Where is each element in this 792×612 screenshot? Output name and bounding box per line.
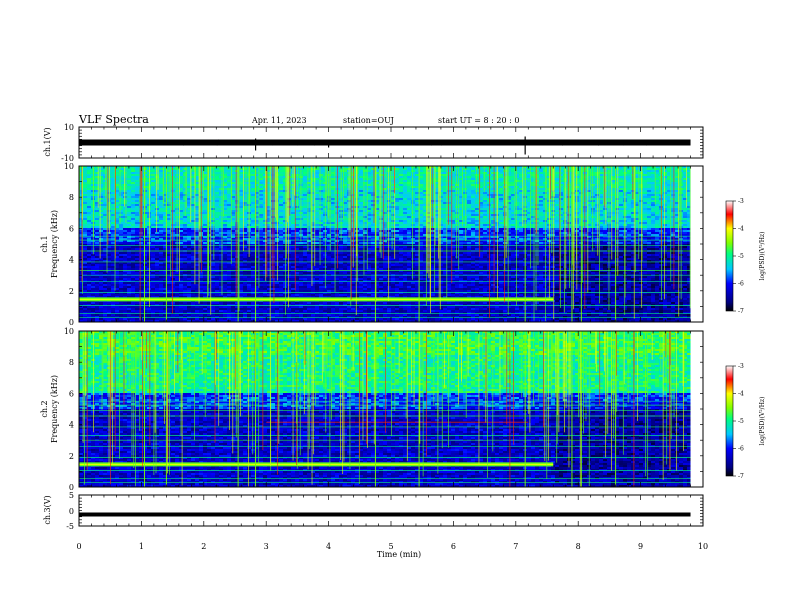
s1yticks-label-10: 10 <box>64 162 74 171</box>
ch2-spectrogram-ylabel-channel: ch.2 <box>40 400 49 417</box>
cb2ticks-label--3: -3 <box>738 363 744 370</box>
figure-title: VLF Spectra <box>78 113 149 126</box>
cb1ticks-label--5: -5 <box>738 253 744 260</box>
s1yticks-label-0: 0 <box>69 318 74 327</box>
ch1-spectrogram-ylabel-frequency: Frequency (kHz) <box>50 210 59 278</box>
ch1-colorbar: -3 -4 -5 -6 -7 log(PSD)(V²/Hz) <box>725 198 766 315</box>
s1yticks-label-8: 8 <box>69 193 74 202</box>
ch3-ytick-middle: 0 <box>69 507 74 516</box>
x-axis-tick-labels: 0 1 2 3 4 5 6 7 8 9 10 <box>76 542 708 551</box>
s2yticks-label-4: 4 <box>69 421 74 430</box>
s1yticks-label-4: 4 <box>69 256 74 265</box>
ch2-colorbar: -3 -4 -5 -6 -7 log(PSD)(V²/Hz) <box>725 363 766 480</box>
ch3-waveform-panel: 5 0 -5 ch.3(V) <box>43 491 704 531</box>
ch1-waveform-panel: 10 -10 ch.1(V) <box>43 123 704 163</box>
ch1-ytick-bottom: -10 <box>61 154 74 163</box>
x-tick-label-3: 3 <box>264 542 269 551</box>
x-axis-minor-ticks <box>78 126 704 527</box>
ch3-waveform-ylabel: ch.3(V) <box>43 495 52 524</box>
x-tick-label-4: 4 <box>326 542 331 551</box>
ch2-colorbar-gradient <box>725 365 734 477</box>
cb1ticks-label--3: -3 <box>738 198 744 205</box>
ch1-waveform-band <box>79 139 691 146</box>
ch3-ytick-bottom: -5 <box>66 522 74 531</box>
ch2-spectrogram-image <box>79 331 703 487</box>
ch2-spectrogram-ylabel-frequency: Frequency (kHz) <box>50 375 59 443</box>
x-tick-label-10: 10 <box>698 542 708 551</box>
x-axis-label: Time (min) <box>377 550 421 559</box>
ch1-waveform-ylabel: ch.1(V) <box>43 127 52 156</box>
header-station: station=OUJ <box>343 116 394 125</box>
cb2ticks-label--7: -7 <box>738 473 744 480</box>
s2yticks-label-8: 8 <box>69 358 74 367</box>
header-date: Apr. 11, 2023 <box>251 116 307 125</box>
x-tick-label-1: 1 <box>139 542 144 551</box>
ch1-spectrogram-panel: 0 2 4 6 8 10 ch.1 Frequency (kHz) <box>40 162 704 327</box>
ch1-waveform-trace <box>78 136 691 155</box>
ch2-colorbar-label: log(PSD)(V²/Hz) <box>759 397 766 446</box>
x-tick-label-6: 6 <box>451 542 456 551</box>
cb1ticks-label--6: -6 <box>738 281 744 288</box>
cb2ticks-label--5: -5 <box>738 418 744 425</box>
ch1-spectrogram-ylabel-channel: ch.1 <box>40 235 49 252</box>
cb1ticks-label--4: -4 <box>738 226 744 233</box>
cb2ticks-label--4: -4 <box>738 391 744 398</box>
x-tick-label-0: 0 <box>76 542 81 551</box>
header-start-time: start UT = 8 : 20 : 0 <box>438 116 519 125</box>
ch3-ytick-top: 5 <box>69 491 74 500</box>
ch2-spectrogram-panel: 0 2 4 6 8 10 ch.2 Frequency (kHz) <box>40 327 704 492</box>
s1yticks-label-2: 2 <box>69 287 74 296</box>
x-tick-label-7: 7 <box>513 542 518 551</box>
s2yticks-label-6: 6 <box>69 389 74 398</box>
s2yticks-label-10: 10 <box>64 327 74 336</box>
cb2ticks-label--6: -6 <box>738 446 744 453</box>
x-tick-label-9: 9 <box>638 542 643 551</box>
s2yticks-label-0: 0 <box>69 483 74 492</box>
ch1-colorbar-gradient <box>725 200 734 312</box>
x-tick-label-2: 2 <box>201 542 206 551</box>
s1yticks-label-6: 6 <box>69 224 74 233</box>
s2yticks-label-2: 2 <box>69 452 74 461</box>
cb1ticks-label--7: -7 <box>738 308 744 315</box>
ch1-waveform-noise <box>78 139 691 146</box>
x-tick-label-8: 8 <box>576 542 581 551</box>
ch1-spectrogram-image <box>79 166 703 322</box>
ch1-colorbar-label: log(PSD)(V²/Hz) <box>759 232 766 281</box>
ch1-ytick-top: 10 <box>64 123 74 132</box>
ch3-waveform-frame <box>78 494 704 527</box>
x-tick-label-5: 5 <box>388 542 393 551</box>
